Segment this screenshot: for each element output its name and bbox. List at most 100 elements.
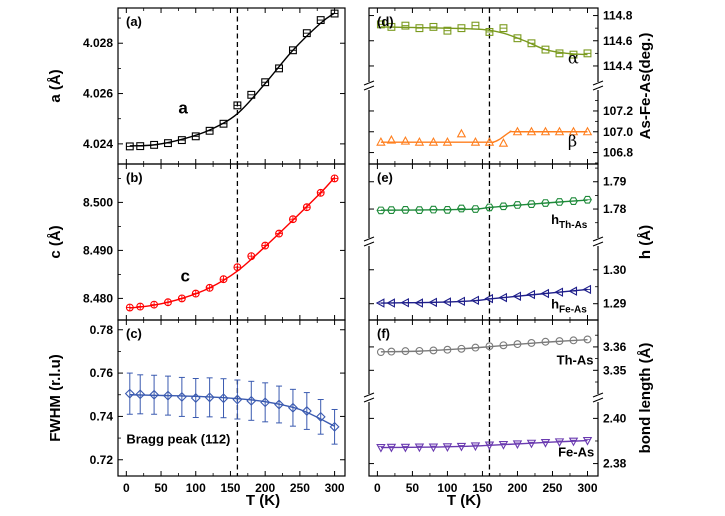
data-point bbox=[498, 138, 509, 147]
axis-break-mark bbox=[592, 80, 604, 86]
panel-label: (d) bbox=[377, 14, 394, 29]
series-h-Fe-As bbox=[375, 284, 592, 308]
annotation-subscript: Th-As bbox=[559, 220, 588, 231]
fit-line bbox=[380, 338, 588, 353]
y-tick-label: 0.74 bbox=[90, 409, 114, 423]
data-point bbox=[232, 394, 243, 405]
data-point bbox=[541, 337, 550, 346]
x-tick-label: 0 bbox=[123, 481, 130, 495]
y-tick-label: 106.8 bbox=[603, 146, 633, 160]
data-point bbox=[442, 137, 453, 146]
series-c bbox=[125, 174, 339, 312]
axis-break-mark bbox=[363, 236, 375, 242]
data-point bbox=[555, 198, 564, 206]
y-axis-title: As-Fe-As(deg.) bbox=[637, 33, 654, 140]
y-axis-title: c (Å) bbox=[47, 225, 64, 258]
annotation: c bbox=[180, 267, 189, 286]
data-point bbox=[513, 201, 522, 209]
axis-break-gap bbox=[593, 394, 603, 402]
x-tick-label: 100 bbox=[186, 481, 206, 495]
data-point bbox=[428, 443, 439, 453]
y-tick-label: 4.028 bbox=[83, 36, 113, 50]
data-point bbox=[457, 344, 466, 353]
y-tick-label: 3.36 bbox=[603, 340, 627, 354]
data-point bbox=[246, 395, 257, 406]
data-point bbox=[568, 437, 579, 447]
series-h-Th-As bbox=[376, 195, 592, 215]
x-axis-title-left: T (K) bbox=[246, 492, 280, 509]
data-point bbox=[428, 137, 439, 146]
y-tick-label: 1.78 bbox=[603, 202, 627, 216]
axis-break-gap bbox=[593, 82, 603, 90]
data-point bbox=[301, 406, 312, 416]
annotation-subscript: Fe-As bbox=[559, 304, 587, 315]
data-point bbox=[457, 204, 466, 213]
data-point bbox=[429, 346, 438, 355]
data-point bbox=[512, 440, 523, 450]
data-point bbox=[484, 441, 495, 451]
data-point bbox=[190, 393, 201, 403]
data-point bbox=[443, 345, 452, 354]
data-point bbox=[414, 137, 425, 146]
y-tick-label: 114.6 bbox=[603, 34, 633, 48]
data-point bbox=[260, 397, 271, 408]
data-point bbox=[583, 335, 592, 344]
x-tick-label: 250 bbox=[542, 481, 562, 495]
y-tick-label: 114.8 bbox=[603, 9, 633, 23]
data-point bbox=[484, 137, 495, 146]
data-point bbox=[376, 348, 385, 357]
x-axis-title-right: T (K) bbox=[447, 492, 481, 509]
fit-line bbox=[129, 12, 336, 147]
annotation: β bbox=[568, 131, 577, 150]
data-point bbox=[456, 442, 467, 452]
data-point bbox=[540, 126, 551, 136]
series-α bbox=[376, 20, 592, 59]
y-axis-title: h (Å) bbox=[637, 225, 654, 259]
data-point bbox=[386, 443, 397, 453]
axis-break-mark bbox=[363, 241, 375, 247]
data-point bbox=[470, 442, 481, 452]
panel-label: (a) bbox=[126, 14, 142, 29]
data-point bbox=[274, 399, 285, 410]
annotation: Bragg peak (112) bbox=[126, 432, 230, 447]
data-point bbox=[442, 443, 453, 453]
data-point bbox=[329, 421, 340, 432]
data-point bbox=[287, 402, 298, 413]
data-point bbox=[414, 443, 425, 453]
y-tick-label: 4.024 bbox=[83, 137, 113, 151]
series-β bbox=[376, 126, 593, 147]
y-tick-label: 107.0 bbox=[603, 125, 633, 139]
axis-break-gap bbox=[364, 394, 374, 402]
y-axis-title: FWHM (r.l.u) bbox=[47, 354, 64, 441]
data-point bbox=[135, 389, 146, 400]
series-Th-As bbox=[376, 335, 592, 357]
x-tick-label: 200 bbox=[507, 481, 527, 495]
y-tick-label: 8.480 bbox=[83, 291, 113, 305]
panel-a: 4.024 4.026 4.028 (a) a a (Å) bbox=[47, 7, 346, 165]
y-tick-label: 107.2 bbox=[603, 104, 633, 118]
data-point bbox=[400, 135, 411, 145]
data-point bbox=[401, 347, 410, 356]
data-point bbox=[526, 439, 537, 449]
panel-f: 0 50 100 150 200 250 300 3.35 3.36 2.38 2.40 (f) Th-… bbox=[363, 319, 654, 495]
x-tick-label: 0 bbox=[374, 481, 381, 495]
y-axis-title: bond length (Å) bbox=[637, 343, 654, 454]
y-tick-label: 0.72 bbox=[90, 453, 114, 467]
y-tick-label: 0.76 bbox=[90, 366, 114, 380]
axis-break-mark bbox=[592, 397, 604, 403]
x-tick-label: 300 bbox=[325, 481, 345, 495]
data-point bbox=[513, 340, 522, 349]
axis-break-mark bbox=[363, 392, 375, 398]
data-point bbox=[527, 338, 536, 347]
data-point bbox=[386, 134, 397, 144]
x-tick-label: 150 bbox=[220, 481, 240, 495]
x-tick-label: 50 bbox=[406, 481, 420, 495]
panel-frame bbox=[117, 319, 346, 477]
x-tick-label: 200 bbox=[255, 481, 275, 495]
axis-break-gap bbox=[364, 82, 374, 90]
data-point bbox=[124, 388, 135, 399]
data-point bbox=[554, 438, 565, 448]
data-point bbox=[582, 436, 593, 446]
